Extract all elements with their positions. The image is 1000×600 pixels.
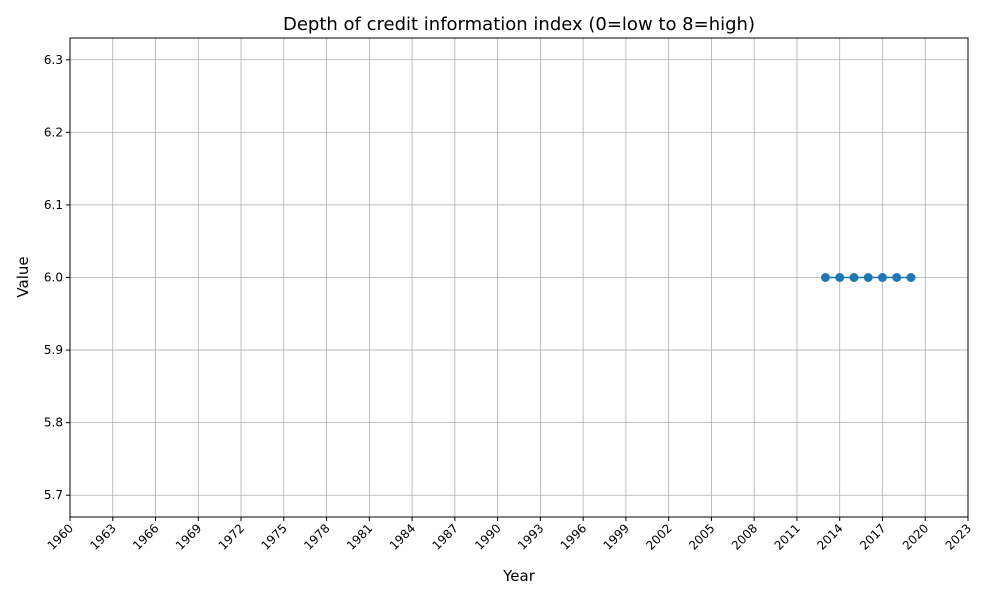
x-tick-label: 2002	[643, 521, 674, 552]
x-tick-label: 1969	[173, 521, 204, 552]
x-tick-label: 1963	[87, 521, 118, 552]
x-tick-label: 1984	[387, 521, 418, 552]
data-point	[877, 273, 887, 282]
data-point	[820, 273, 830, 282]
chart-title: Depth of credit information index (0=low…	[283, 14, 755, 35]
data-point	[863, 273, 873, 282]
y-tick-label: 5.8	[44, 416, 63, 430]
x-tick-label: 2008	[729, 521, 760, 552]
x-tick-label: 2014	[814, 521, 845, 552]
x-tick-label: 2020	[900, 521, 931, 552]
data-series	[820, 273, 916, 282]
x-tick-label: 1966	[130, 521, 161, 552]
x-tick-label: 1993	[515, 521, 546, 552]
y-tick-label: 6.1	[44, 198, 63, 212]
y-tick-label: 5.9	[44, 343, 63, 357]
x-tick-label: 1975	[258, 521, 289, 552]
x-tick-label: 2005	[686, 521, 717, 552]
x-tick-label: 1960	[45, 521, 76, 552]
y-tick-label: 5.7	[44, 488, 63, 502]
data-point	[906, 273, 916, 282]
x-tick-label: 2017	[857, 521, 888, 552]
data-point	[892, 273, 902, 282]
x-tick-label: 1978	[301, 521, 332, 552]
plot-area-frame	[69, 37, 969, 518]
y-axis-label: Value	[14, 256, 32, 297]
x-tick-label: 1990	[472, 521, 503, 552]
x-tick-label: 1996	[558, 521, 589, 552]
data-point	[835, 273, 845, 282]
x-tick-label: 1981	[344, 521, 375, 552]
x-axis-label: Year	[502, 567, 536, 585]
x-tick-label: 1987	[429, 521, 460, 552]
data-point	[849, 273, 859, 282]
y-tick-label: 6.2	[44, 125, 63, 139]
x-tick-label: 2011	[772, 521, 803, 552]
x-axis-ticks: 1960 1963 1966 1969 1972 1975 1978 1981 1984 1987…	[45, 517, 974, 553]
x-tick-label: 2023	[943, 521, 974, 552]
x-tick-label: 1999	[601, 521, 632, 552]
y-tick-label: 6.3	[44, 53, 63, 67]
x-tick-label: 1972	[216, 521, 247, 552]
y-axis-ticks: 5.7 5.8 5.9 6.0 6.1 6.2 6.3	[44, 53, 70, 502]
grid-lines	[69, 38, 969, 517]
y-tick-label: 6.0	[44, 271, 63, 285]
